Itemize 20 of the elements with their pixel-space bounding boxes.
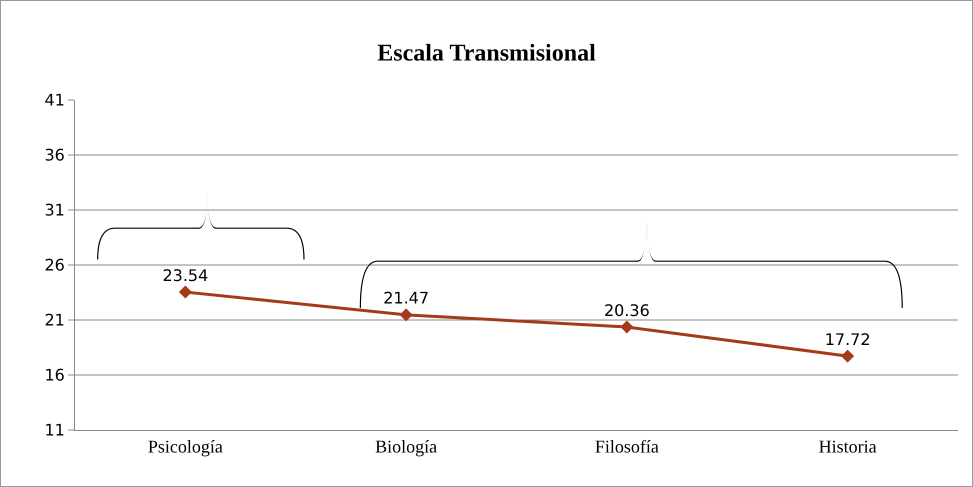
point xyxy=(620,320,634,334)
x-tick-label: Psicología xyxy=(148,436,223,457)
y-tick-label: 21 xyxy=(44,310,65,330)
y-tick-label: 36 xyxy=(44,146,65,165)
x-tick-label: Biología xyxy=(375,436,438,457)
y-tick-label: 26 xyxy=(44,256,65,275)
y-tick-label: 31 xyxy=(44,200,65,220)
chart-title: Escala Transmisional xyxy=(377,40,596,66)
point xyxy=(841,350,854,363)
x-tick-label: Filosofía xyxy=(594,436,659,457)
y-tick-label: 11 xyxy=(44,420,65,440)
data-label: 21.47 xyxy=(383,288,430,308)
x-tick-label: Historia xyxy=(818,436,877,457)
data-label: 23.54 xyxy=(162,266,208,285)
data-label: 17.72 xyxy=(824,330,871,349)
data-label: 20.36 xyxy=(604,300,650,320)
point xyxy=(178,286,192,299)
y-tick-label: 41 xyxy=(44,90,65,110)
point xyxy=(400,308,413,322)
y-tick-label: 16 xyxy=(44,366,65,385)
